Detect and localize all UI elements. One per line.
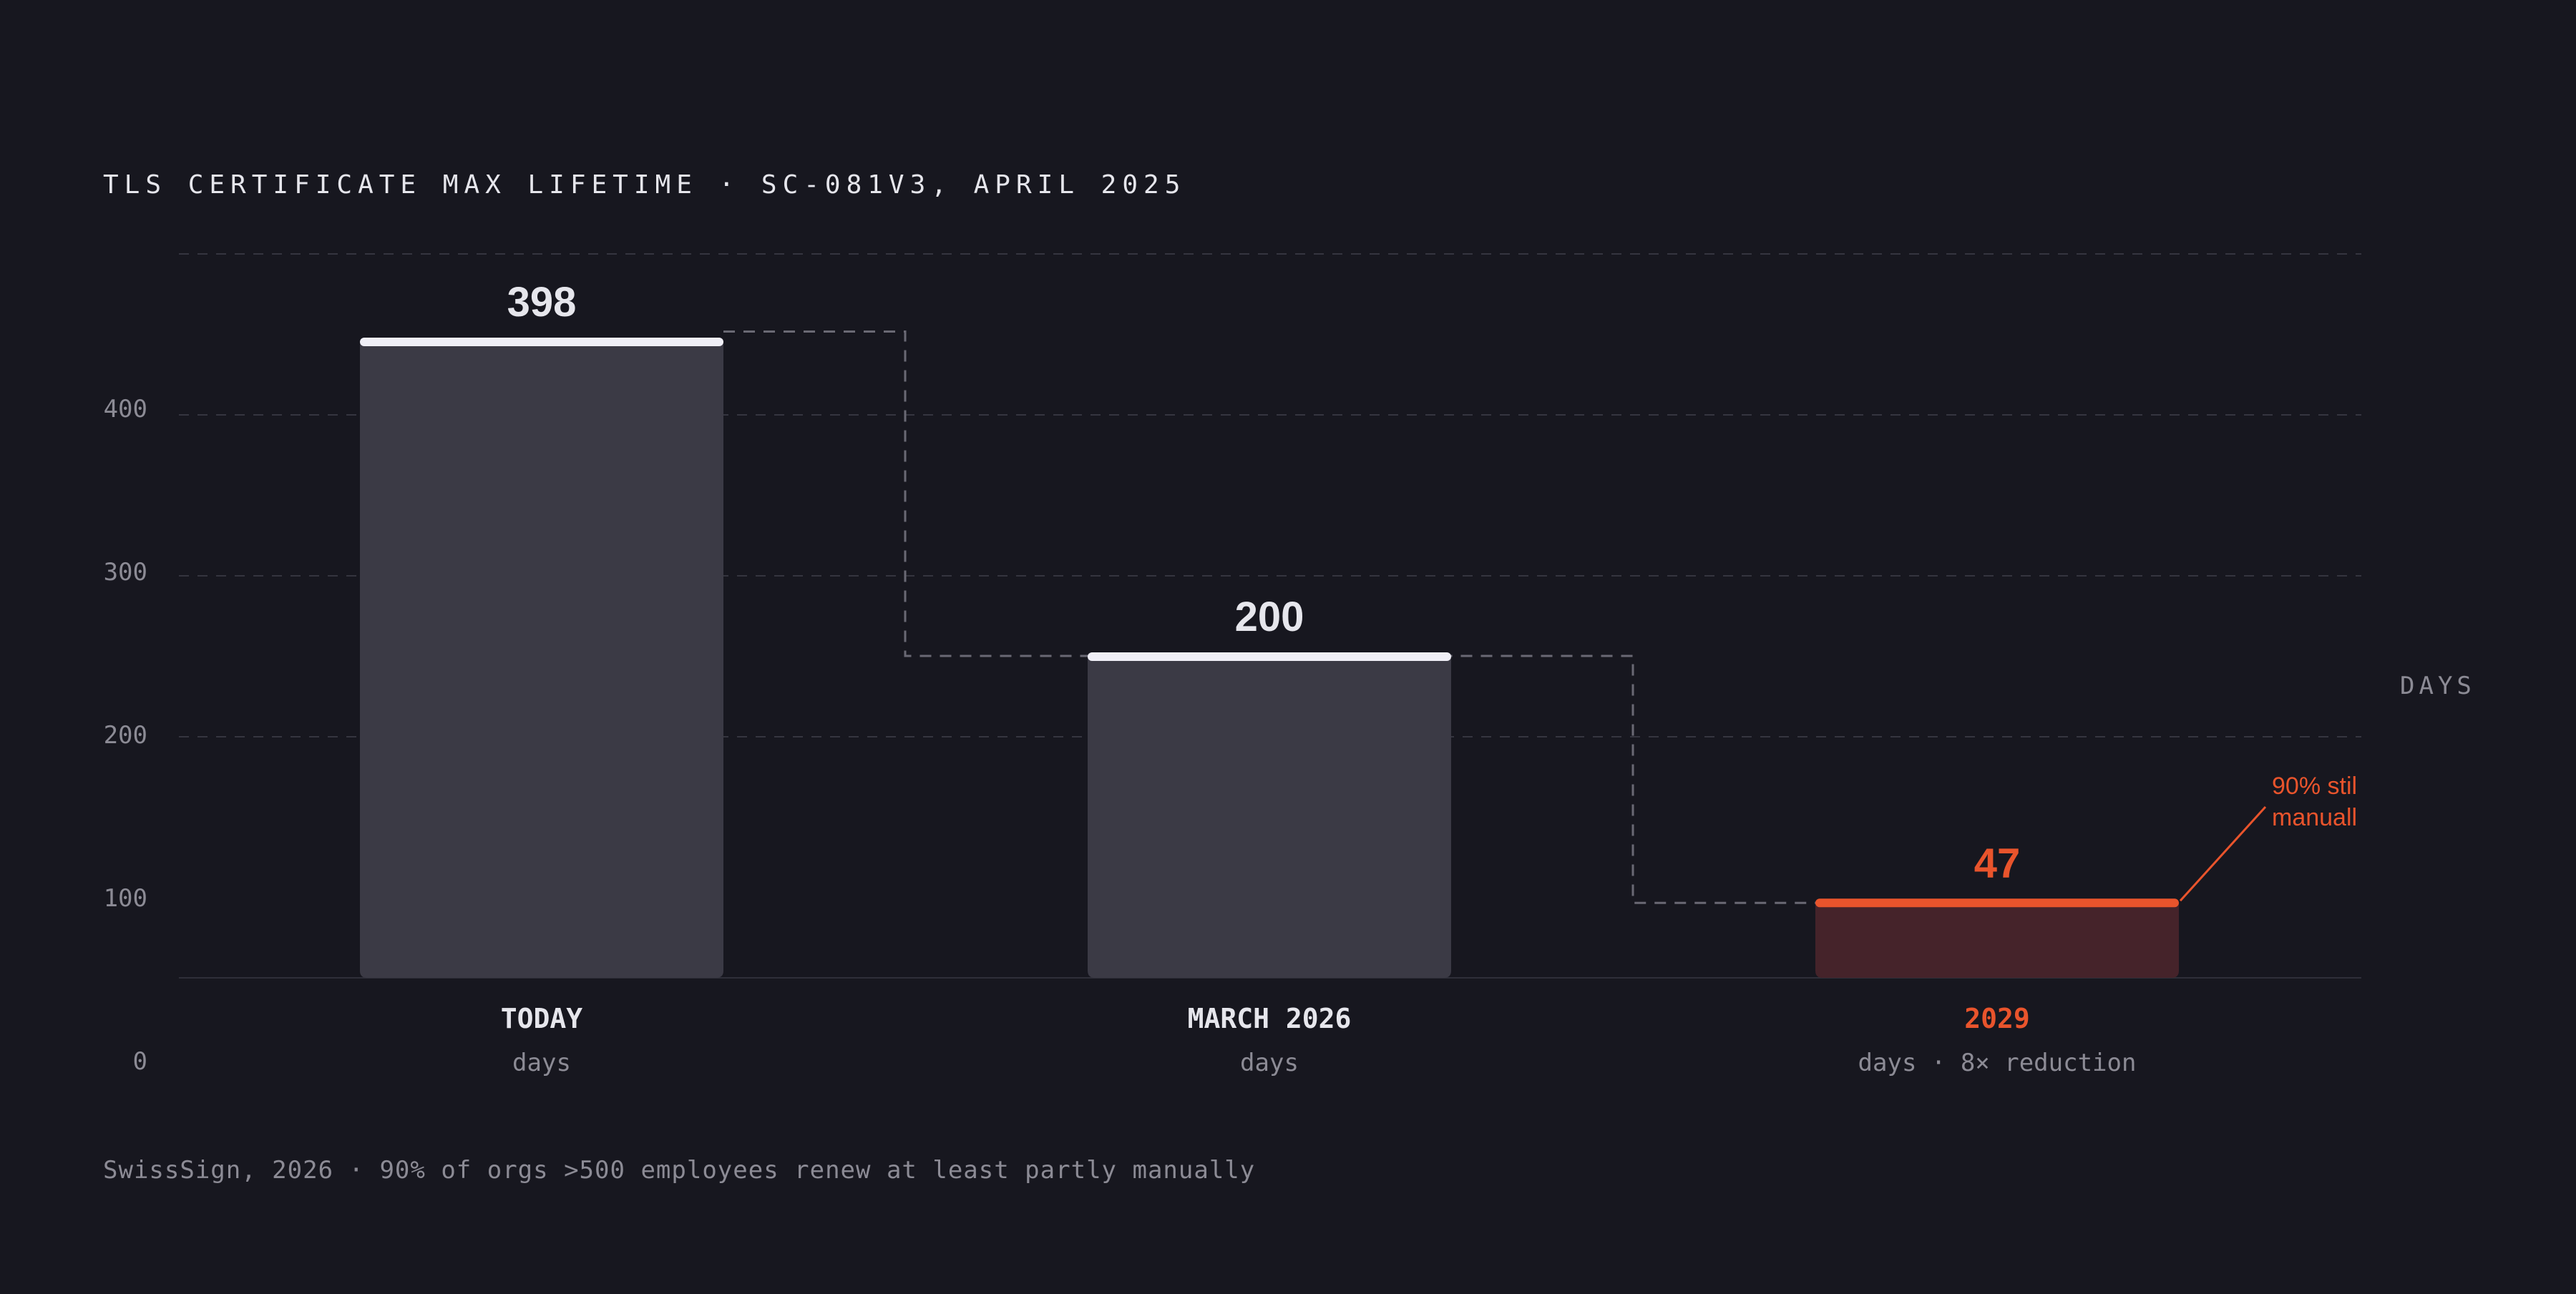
category-sublabel: days [512,1049,571,1077]
category-sublabel: days [1240,1049,1299,1077]
annotation-text: manuall [2272,804,2357,831]
annotation-leader [2179,805,2267,902]
source-note: SwissSign, 2026 · 90% of orgs >500 emplo… [103,1156,1256,1185]
y-tick-label: 100 [104,884,147,913]
y-tick-label: 200 [104,721,147,750]
category-sublabel: days · 8× reduction [1858,1049,2137,1077]
bar-cap [360,338,723,346]
category-label: 2029 [1964,1003,2030,1034]
y-tick-label: 300 [104,558,147,587]
category-label: TODAY [501,1003,583,1034]
y-tick-label: 400 [104,395,147,423]
bar [1815,902,2179,978]
chart-title: TLS CERTIFICATE MAX LIFETIME · SC-081V3,… [103,170,1186,200]
bar-value-label: 398 [507,279,577,325]
y-tick-label: 0 [133,1047,147,1076]
bar [1088,656,1451,978]
bar-cap [1088,652,1451,661]
y-axis-label: DAYS [2400,672,2476,700]
bar-value-label: 200 [1235,594,1304,640]
category-label: MARCH 2026 [1188,1003,1352,1034]
bar-cap [1815,898,2179,908]
annotation-text: 90% stil [2272,773,2357,800]
bar-value-label: 47 [1974,840,2021,886]
bar [360,341,723,978]
